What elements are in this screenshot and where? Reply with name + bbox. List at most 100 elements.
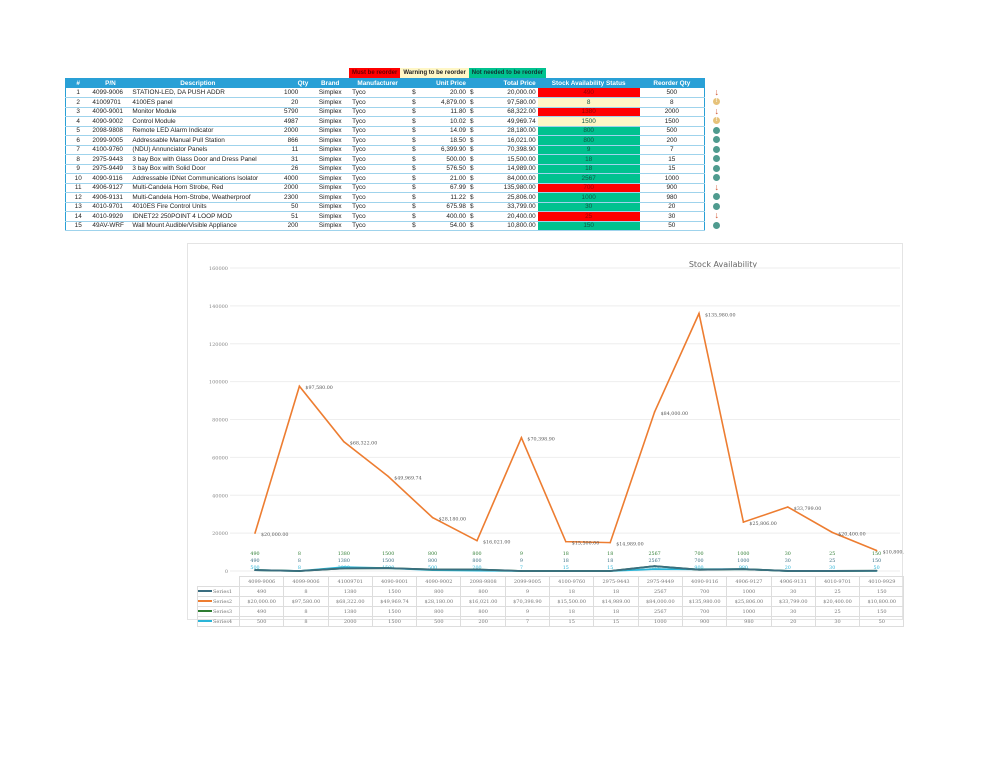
- data-label: 8: [298, 551, 301, 557]
- row-number: 1: [65, 88, 91, 98]
- series-value: 25: [814, 606, 861, 617]
- category-label: 4099-9006: [283, 576, 329, 587]
- manufacturer: Tyco: [350, 97, 406, 108]
- data-label: 980: [739, 565, 748, 571]
- manufacturer: Tyco: [350, 135, 406, 146]
- data-point: [742, 521, 745, 523]
- total-price: $25,806.00: [467, 192, 538, 203]
- quantity: 200: [265, 221, 311, 231]
- currency-symbol: $: [412, 193, 416, 201]
- brand: Simplex: [310, 145, 351, 155]
- inventory-table: # P/N Description Qty Brand Manufacturer Unit …: [65, 78, 705, 231]
- series-value: 490: [238, 606, 285, 617]
- total-price: $135,980.00: [467, 183, 538, 193]
- series-value: 8: [283, 616, 329, 627]
- table-row: 11 4906-9127 Multi-Candela Horn Strobe, Re…: [65, 183, 705, 193]
- row-number: 14: [65, 211, 91, 222]
- description: IDNET22 250POINT 4 LOOP MOD: [130, 211, 266, 222]
- legend-swatch: [198, 600, 212, 602]
- stock-status: 18: [537, 154, 640, 165]
- stock-availability-chart[interactable]: Stock Availability 0 20000 40000 60000 80000 1…: [187, 243, 910, 620]
- series-value: 15: [549, 616, 595, 627]
- total-price-value: 135,980.00: [503, 184, 536, 192]
- row-number: 12: [65, 192, 91, 203]
- data-point: [875, 569, 878, 572]
- total-price-value: 15,500.00: [507, 155, 536, 163]
- data-point: [609, 570, 611, 572]
- data-label: 1500: [382, 558, 394, 564]
- series-value: 1000: [637, 616, 683, 627]
- down-arrow-icon: ↓: [714, 210, 720, 221]
- data-label: 9: [520, 551, 523, 557]
- total-price: $68,322.00: [467, 107, 538, 117]
- unit-price-value: 675.98: [446, 203, 466, 211]
- unit-price: $4,879.00: [405, 97, 468, 108]
- series-value: 30: [770, 606, 816, 617]
- column-header: Total Price: [467, 78, 538, 88]
- currency-symbol: $: [469, 155, 474, 163]
- quantity: 2000: [265, 183, 311, 193]
- series-value: 15: [593, 616, 639, 627]
- brand: Simplex: [310, 183, 351, 193]
- reorder-qty: 1000: [639, 173, 705, 184]
- stock-status: 30: [537, 202, 640, 212]
- currency-symbol: $: [469, 127, 474, 135]
- data-label: 8: [298, 565, 301, 571]
- data-label: $10,800.00: [883, 550, 904, 556]
- data-point: [254, 569, 256, 571]
- description: 4010ES Fire Control Units: [130, 202, 266, 212]
- description: Remote LED Alarm Indicator: [130, 126, 266, 136]
- total-price: $33,799.00: [467, 202, 538, 212]
- down-arrow-icon: ↓: [714, 105, 720, 116]
- total-price: $97,580.00: [467, 97, 538, 108]
- series-value: 30: [814, 616, 861, 627]
- data-label: $33,799.00: [794, 506, 821, 512]
- description: Multi-Candela Horn Strobe, Red: [130, 183, 266, 193]
- part-number: 2098-9808: [90, 126, 131, 136]
- brand: Simplex: [310, 88, 351, 98]
- total-price: $10,800.00: [467, 221, 538, 231]
- y-tick-label: 160000: [209, 266, 228, 272]
- column-header: Qty: [265, 78, 311, 88]
- row-number: 6: [65, 135, 91, 146]
- quantity: 4987: [265, 116, 311, 127]
- legend-swatch: [198, 610, 212, 612]
- series-value: 150: [859, 586, 905, 597]
- stock-status: 800: [537, 126, 640, 136]
- legend-not-needed: Not needed to be reorder: [468, 68, 547, 78]
- data-label: 9: [520, 558, 523, 564]
- row-number: 13: [65, 202, 91, 212]
- reorder-qty: 2000: [639, 107, 705, 117]
- row-number: 15: [65, 221, 91, 231]
- table-row: 7 4100-9760 (NDU) Annunciator Panels 11 Simp…: [65, 145, 705, 155]
- stock-status: 150: [537, 221, 640, 231]
- quantity: 26: [265, 164, 311, 174]
- table-row: 10 4090-9116 Addressable IDNet Communicati…: [65, 173, 705, 184]
- status-legend: Must be reorder Warning to be reorder No…: [349, 68, 547, 78]
- ok-circle-icon: [712, 221, 722, 231]
- data-label: 800: [428, 551, 437, 557]
- currency-symbol: $: [412, 108, 416, 116]
- unit-price-value: 67.99: [449, 184, 466, 192]
- part-number: 49AV-WRF: [90, 221, 131, 231]
- data-label: 1000: [648, 565, 660, 571]
- currency-symbol: $: [412, 184, 416, 192]
- series-value: $70,398.90: [504, 596, 551, 607]
- data-label: 25: [829, 558, 835, 564]
- row-number: 5: [65, 126, 91, 136]
- category-label: 4090-9002: [416, 576, 462, 587]
- currency-symbol: $: [469, 193, 474, 201]
- series-value: 2567: [637, 586, 683, 597]
- description: Addressable IDNet Communications Isolato…: [130, 173, 266, 184]
- quantity: 51: [265, 211, 311, 222]
- currency-symbol: $: [412, 89, 416, 96]
- stock-status: 1380: [537, 107, 640, 117]
- data-label: $84,000.00: [661, 411, 688, 417]
- currency-symbol: $: [412, 174, 416, 182]
- chart-svg: Stock Availability 0 20000 40000 60000 80000 1…: [209, 260, 910, 575]
- brand: Simplex: [310, 154, 351, 165]
- series-value: 1000: [726, 606, 772, 617]
- data-label: $28,180.00: [439, 517, 466, 523]
- y-tick-label: 140000: [209, 304, 228, 310]
- data-label: 800: [428, 558, 437, 564]
